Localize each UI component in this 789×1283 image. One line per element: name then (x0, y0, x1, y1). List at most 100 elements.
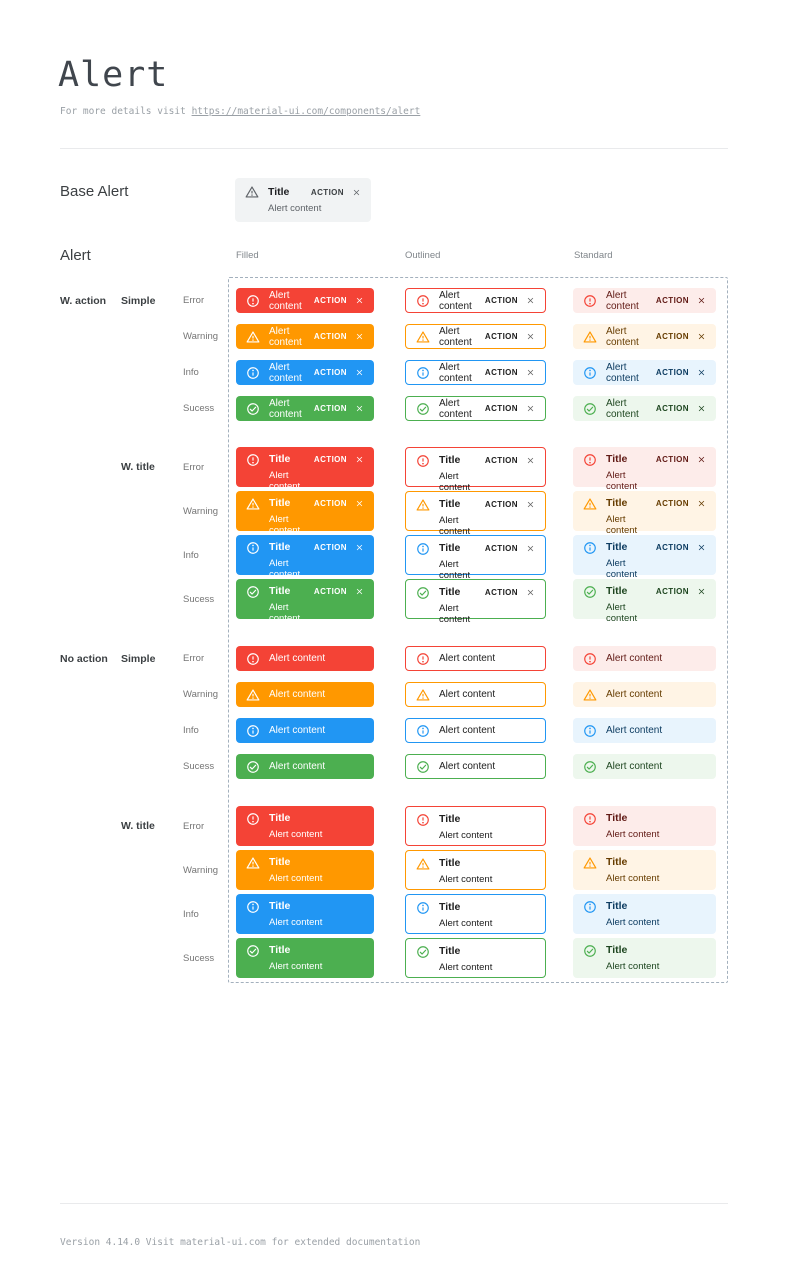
outlined-column-cell: Alert content (405, 682, 546, 707)
close-icon[interactable] (526, 588, 535, 597)
alert-title: Title (269, 856, 291, 868)
alert-filled-error: Title Alert content ACTION (236, 447, 374, 492)
standard-column-cell: Alert content (573, 646, 716, 671)
action-button[interactable]: ACTION (655, 404, 689, 413)
warning-icon (245, 185, 259, 199)
alert-group-2: No action Simple Error Alert content Alert c… (60, 646, 728, 790)
group-style-label (121, 754, 181, 779)
action-button[interactable]: ACTION (313, 296, 347, 305)
alert-content: Alert content (606, 602, 638, 624)
alert-standard-success: Alert content ACTION (573, 396, 716, 421)
close-icon[interactable] (355, 404, 364, 413)
action-button[interactable]: ACTION (310, 187, 344, 197)
outlined-column-cell: Title Alert content ACTION (405, 579, 546, 625)
warning-icon (416, 498, 430, 512)
success-icon (416, 402, 430, 416)
action-button[interactable]: ACTION (484, 404, 518, 413)
alert-standard-warning: Title Alert content (573, 850, 716, 890)
alert-filled-success: Title Alert content ACTION (236, 579, 374, 624)
alert-content: Alert content (439, 397, 472, 420)
close-icon[interactable] (355, 455, 364, 464)
alert-filled-warning: Alert content (236, 682, 374, 707)
group-action-label (60, 360, 120, 385)
alert-standard-success: Title Alert content (573, 938, 716, 978)
warning-icon (583, 856, 597, 870)
close-icon[interactable] (526, 368, 535, 377)
action-button[interactable]: ACTION (484, 544, 518, 553)
close-icon[interactable] (526, 500, 535, 509)
close-icon[interactable] (355, 368, 364, 377)
action-button[interactable]: ACTION (655, 499, 689, 508)
action-button[interactable]: ACTION (313, 587, 347, 596)
action-button[interactable]: ACTION (655, 368, 689, 377)
docs-link[interactable]: https://material-ui.com/components/alert (191, 106, 421, 117)
alert-filled-success: Alert content ACTION (236, 396, 374, 421)
alert-filled-error: Alert content (236, 646, 374, 671)
action-button[interactable]: ACTION (313, 404, 347, 413)
outlined-column-cell: Title Alert content ACTION (405, 447, 546, 493)
close-icon[interactable] (697, 404, 706, 413)
action-button[interactable]: ACTION (484, 588, 518, 597)
close-icon[interactable] (697, 499, 706, 508)
close-icon[interactable] (526, 456, 535, 465)
outlined-column-cell: Title Alert content ACTION (405, 491, 546, 537)
action-button[interactable]: ACTION (484, 296, 518, 305)
info-icon (416, 366, 430, 380)
close-icon[interactable] (355, 499, 364, 508)
action-button[interactable]: ACTION (313, 455, 347, 464)
alert-group-0: W. action Simple Error Alert content ACTION A… (60, 288, 728, 432)
alert-standard-error: Title Alert content (573, 806, 716, 846)
close-icon[interactable] (355, 543, 364, 552)
alert-content: Alert content (606, 961, 660, 972)
action-button[interactable]: ACTION (655, 455, 689, 464)
close-icon[interactable] (697, 368, 706, 377)
subtitle-text: For more details visit (60, 106, 192, 117)
action-button[interactable]: ACTION (484, 500, 518, 509)
error-icon (246, 812, 260, 826)
page-title: Alert (58, 55, 169, 95)
alert-title: Title (606, 585, 628, 597)
action-button[interactable]: ACTION (655, 543, 689, 552)
alert-content: Alert content (269, 361, 302, 384)
close-icon[interactable] (355, 587, 364, 596)
close-icon[interactable] (526, 544, 535, 553)
filled-column-cell: Title Alert content (236, 806, 374, 846)
alert-filled-info: Alert content (236, 718, 374, 743)
outlined-column-cell: Alert content ACTION (405, 360, 546, 385)
outlined-column-cell: Alert content (405, 646, 546, 671)
standard-column-cell: Alert content ACTION (573, 288, 716, 313)
alert-content: Alert content (606, 470, 638, 492)
error-icon (246, 652, 260, 666)
close-icon[interactable] (697, 543, 706, 552)
action-button[interactable]: ACTION (655, 332, 689, 341)
action-button[interactable]: ACTION (313, 543, 347, 552)
alert-title: Title (439, 498, 461, 510)
action-button[interactable]: ACTION (655, 587, 689, 596)
close-icon[interactable] (697, 587, 706, 596)
close-icon[interactable] (697, 296, 706, 305)
action-button[interactable]: ACTION (484, 368, 518, 377)
close-icon[interactable] (697, 332, 706, 341)
action-button[interactable]: ACTION (313, 368, 347, 377)
close-icon[interactable] (697, 455, 706, 464)
alert-content: Alert content (606, 761, 663, 772)
action-button[interactable]: ACTION (484, 456, 518, 465)
alert-content: Alert content (606, 653, 663, 664)
alert-content: Alert content (269, 514, 301, 536)
outlined-column-cell: Title Alert content ACTION (405, 535, 546, 581)
filled-column-cell: Alert content (236, 682, 374, 707)
action-button[interactable]: ACTION (655, 296, 689, 305)
action-button[interactable]: ACTION (313, 499, 347, 508)
error-icon (416, 652, 430, 666)
close-icon[interactable] (526, 296, 535, 305)
close-icon[interactable] (526, 332, 535, 341)
close-icon[interactable] (355, 332, 364, 341)
action-button[interactable]: ACTION (484, 332, 518, 341)
alert-standard-info: Title Alert content ACTION (573, 535, 716, 580)
action-button[interactable]: ACTION (313, 332, 347, 341)
close-icon[interactable] (355, 296, 364, 305)
severity-label: Sucess (183, 593, 215, 605)
alert-outlined-warning: Title Alert content ACTION (405, 491, 546, 537)
close-icon[interactable] (526, 404, 535, 413)
close-icon[interactable] (352, 188, 361, 197)
